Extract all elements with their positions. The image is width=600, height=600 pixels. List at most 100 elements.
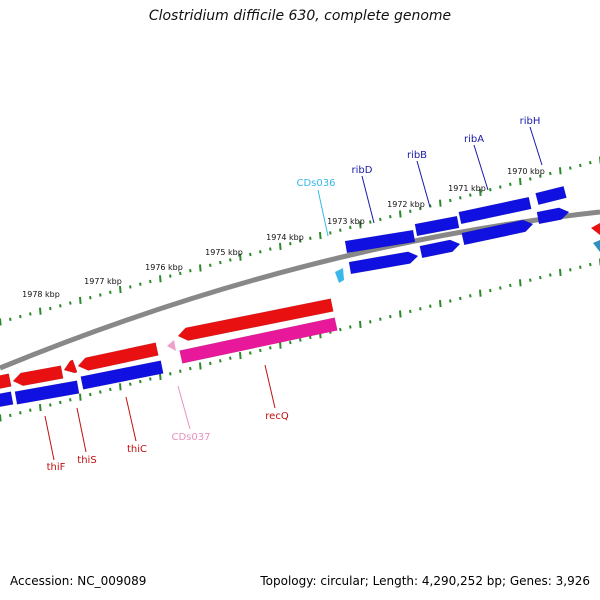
outer-tick-ring-tick [219, 260, 222, 265]
outer-tick-ring-tick [179, 271, 182, 276]
gene-ribA [458, 196, 532, 225]
outer-tick-ring-tick [289, 242, 292, 246]
outer-tick-ring-tick [369, 220, 372, 224]
inner-tick-ring-tick [119, 383, 122, 391]
outer-tick-ring-tick [0, 318, 2, 326]
outer-tick-ring-tick [29, 312, 32, 316]
outer-tick-ring-tick [279, 242, 282, 250]
gene-ribH-2 [536, 207, 570, 225]
outer-tick-ring-tick [399, 210, 402, 218]
inner-tick-ring-tick [39, 404, 42, 412]
outer-tick-ring-tick [59, 304, 62, 308]
label-leader-thiC [125, 396, 137, 442]
scale-label: 1977 kbp [84, 277, 122, 286]
inner-tick-ring-tick [579, 265, 582, 269]
gene-ribB [414, 215, 460, 237]
outer-tick-ring-tick [189, 269, 192, 273]
inner-tick-ring-tick [339, 327, 342, 332]
inner-tick-ring-tick [439, 300, 442, 308]
inner-tick-ring-tick [469, 294, 472, 298]
inner-tick-ring-tick [509, 283, 512, 288]
label-leader-thiF [44, 415, 55, 461]
label-leader-ribB [416, 160, 431, 208]
inner-tick-ring-tick [559, 268, 562, 276]
outer-tick-ring-tick [49, 306, 52, 311]
outer-tick-ring-tick [249, 252, 252, 257]
inner-tick-ring-tick [189, 366, 192, 371]
inner-tick-ring-tick [359, 320, 362, 328]
gene-ribB-2 [419, 239, 461, 259]
outer-tick-ring-tick [499, 185, 502, 189]
inner-tick-ring-tick [539, 275, 542, 280]
outer-tick-ring-tick [229, 258, 232, 262]
inner-tick-ring-tick [239, 352, 242, 360]
inner-tick-ring-tick [399, 310, 402, 318]
outer-tick-ring-tick [479, 188, 482, 196]
kbp-scale: 1970 kbp 1971 kbp 1972 kbp 1973 kbp 1974 kbp… [22, 167, 545, 299]
inner-tick-ring-tick [549, 273, 552, 277]
scale-label: 1971 kbp [448, 184, 486, 193]
label-leader-recQ [264, 364, 276, 409]
scale-rings [0, 156, 600, 422]
inner-tick-ring-tick [569, 268, 572, 272]
gene-thiC [77, 342, 159, 371]
genome-summary: Topology: circular; Length: 4,290,252 bp… [260, 574, 590, 588]
gene-CDs037 [167, 340, 176, 351]
outer-tick-ring-tick [169, 274, 172, 278]
outer-tick-ring-tick [299, 239, 302, 243]
gene-edge-right-blue [593, 240, 600, 252]
inner-tick-ring-tick [209, 361, 212, 366]
outer-tick-ring-tick [539, 174, 542, 178]
inner-tick-ring-tick [129, 382, 132, 386]
outer-tick-ring-tick [89, 296, 92, 300]
outer-tick-ring-tick [309, 236, 312, 240]
gene-thiC-2 [80, 360, 164, 390]
inner-tick-ring-tick [269, 346, 272, 350]
inner-tick-ring-tick [529, 278, 532, 282]
gene-CDs036 [335, 268, 344, 283]
outer-tick-ring-tick [389, 215, 392, 219]
label-leader-ribH [529, 126, 543, 166]
inner-tick-ring-tick [169, 372, 172, 376]
gene-label-thiS: thiS [77, 455, 96, 466]
inner-tick-ring-tick [459, 296, 462, 301]
inner-tick-ring-tick [9, 413, 12, 418]
gene-thiS-2 [63, 359, 78, 374]
inner-tick-ring-tick [299, 338, 302, 342]
outer-tick-ring-tick [429, 204, 432, 208]
outer-tick-ring-tick [149, 279, 152, 284]
outer-tick-ring-tick [139, 282, 142, 286]
accession-text: Accession: NC_009089 [10, 574, 147, 588]
outer-tick-ring-tick [209, 263, 212, 267]
outer-tick-ring-tick [459, 196, 462, 200]
inner-tick-ring-tick [179, 369, 182, 373]
label-leader-CDs037 [177, 385, 191, 430]
gene-label-ribH: ribH [520, 116, 541, 127]
inner-tick-ring-tick [349, 325, 352, 329]
outer-tick-ring-tick [509, 182, 512, 186]
inner-tick-ring-tick [69, 398, 72, 402]
scale-label: 1970 kbp [507, 167, 545, 176]
scale-label: 1974 kbp [266, 233, 304, 242]
scale-label: 1976 kbp [145, 263, 183, 272]
label-leader-ribA [473, 144, 489, 191]
outer-tick-ring-tick [269, 247, 272, 251]
inner-tick-ring-tick [409, 309, 412, 314]
label-leader-ribD [361, 175, 375, 224]
inner-tick-ring-tick [489, 288, 492, 293]
map-title: Clostridium difficile 630, complete geno… [148, 8, 452, 24]
inner-tick-ring-tick [249, 351, 252, 355]
gene-edge-right-red [591, 223, 600, 235]
inner-tick-ring-tick [389, 314, 392, 319]
outer-tick-ring-tick [579, 163, 582, 168]
outer-tick-ring-tick [469, 193, 472, 197]
inner-tick-ring-tick [79, 393, 82, 401]
outer-tick-ring-tick [199, 264, 202, 272]
inner-tick-ring-tick [499, 286, 502, 290]
inner-tick-ring-tick [89, 392, 92, 397]
gene-labels: ribH ribA ribB ribD CDs036 thiF thiS thiC CDs037… [44, 116, 543, 473]
outer-tick-ring-tick [99, 293, 102, 297]
inner-tick-ring-tick [219, 359, 222, 363]
gene-features [0, 185, 600, 408]
